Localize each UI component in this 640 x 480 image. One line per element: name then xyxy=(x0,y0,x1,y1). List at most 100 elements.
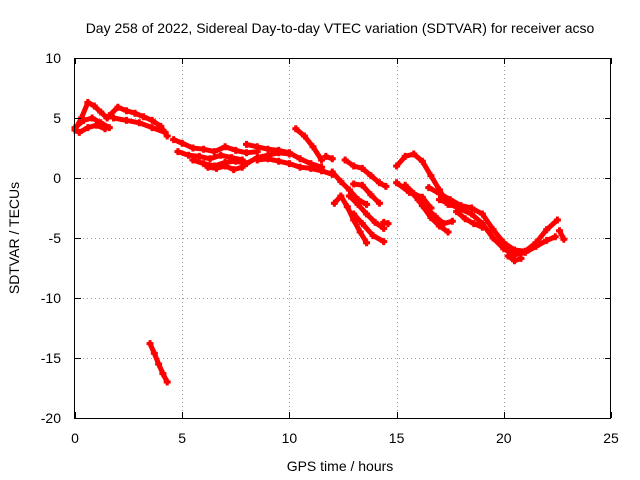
data-point xyxy=(77,114,85,122)
data-point xyxy=(84,98,92,106)
data-track xyxy=(345,192,388,232)
data-point xyxy=(213,164,221,172)
data-point xyxy=(410,150,418,158)
data-point xyxy=(511,257,519,265)
data-point xyxy=(470,220,478,228)
data-track xyxy=(146,340,171,386)
data-point xyxy=(551,233,559,241)
data-point xyxy=(446,196,454,204)
data-point xyxy=(414,196,422,204)
data-point xyxy=(155,360,163,368)
data-point xyxy=(337,178,345,186)
data-point xyxy=(440,220,448,228)
data-track xyxy=(322,152,336,163)
data-point xyxy=(393,162,401,170)
data-point xyxy=(489,234,497,242)
data-point xyxy=(444,228,452,236)
data-track xyxy=(204,162,246,174)
data-point xyxy=(204,163,212,171)
data-point xyxy=(393,179,401,187)
data-point xyxy=(363,210,371,218)
data-track xyxy=(556,227,568,243)
data-point xyxy=(350,162,358,170)
data-point xyxy=(382,182,390,190)
data-point xyxy=(367,172,375,180)
data-point xyxy=(232,146,240,154)
data-point xyxy=(122,107,130,115)
data-point xyxy=(185,151,193,159)
data-track xyxy=(292,125,326,164)
data-point xyxy=(556,227,564,235)
data-point xyxy=(200,145,208,153)
data-point xyxy=(318,156,326,164)
x-axis-label: GPS time / hours xyxy=(287,458,394,474)
data-point xyxy=(275,157,283,165)
data-point xyxy=(504,252,512,260)
y-tick-labels: 10 5 0 -5 -10 -15 -20 xyxy=(41,50,61,426)
data-track xyxy=(405,186,456,228)
data-track xyxy=(350,210,388,246)
y-tick-label: -15 xyxy=(41,350,61,366)
data-point xyxy=(174,148,182,156)
data-point xyxy=(243,140,251,148)
data-point xyxy=(380,238,388,246)
y-tick-label: 0 xyxy=(53,170,61,186)
data-track xyxy=(453,208,486,231)
y-tick-label: -5 xyxy=(49,230,62,246)
plot-frame xyxy=(74,58,611,419)
data-point xyxy=(350,210,358,218)
data-point xyxy=(375,179,383,187)
data-point xyxy=(369,232,377,240)
data-point xyxy=(318,167,326,175)
data-point xyxy=(122,116,130,124)
data-point xyxy=(206,155,214,163)
data-point xyxy=(431,212,439,220)
data-track xyxy=(341,156,390,190)
y-axis-label: SDTVAR / TECUs xyxy=(6,182,22,294)
data-point xyxy=(243,160,251,168)
data-point xyxy=(163,132,171,140)
y-tick-label: 10 xyxy=(45,50,61,66)
data-point xyxy=(163,378,171,386)
data-point xyxy=(159,370,167,378)
data-point xyxy=(435,222,443,230)
x-tick-label: 5 xyxy=(178,430,186,446)
data-point xyxy=(157,122,165,130)
data-point xyxy=(401,152,409,160)
chart-title: Day 258 of 2022, Sidereal Day-to-day VTE… xyxy=(86,20,595,36)
data-point xyxy=(418,193,426,201)
data-point xyxy=(500,239,508,247)
data-point xyxy=(511,246,519,254)
data-point xyxy=(97,108,105,116)
data-point xyxy=(446,200,454,208)
x-tick-label: 15 xyxy=(389,430,405,446)
data-point xyxy=(148,116,156,124)
data-point xyxy=(264,145,272,153)
data-point xyxy=(457,202,465,210)
data-point xyxy=(384,220,392,228)
data-point xyxy=(511,251,519,259)
data-point xyxy=(228,154,236,162)
data-point xyxy=(243,149,251,157)
data-point xyxy=(427,172,435,180)
data-point xyxy=(435,190,443,198)
data-point xyxy=(560,235,568,243)
data-point xyxy=(517,254,525,262)
data-point xyxy=(170,136,178,144)
data-point xyxy=(161,128,169,136)
data-point xyxy=(532,239,540,247)
data-point xyxy=(367,191,375,199)
data-point xyxy=(253,148,261,156)
data-point xyxy=(217,151,225,159)
data-point xyxy=(328,155,336,163)
axis-ticks xyxy=(75,58,612,419)
data-point xyxy=(189,156,197,164)
data-track xyxy=(435,196,559,259)
grid xyxy=(75,58,611,418)
data-point xyxy=(150,349,158,357)
data-point xyxy=(264,155,272,163)
data-point xyxy=(500,245,508,253)
data-point xyxy=(285,149,293,157)
data-point xyxy=(489,226,497,234)
